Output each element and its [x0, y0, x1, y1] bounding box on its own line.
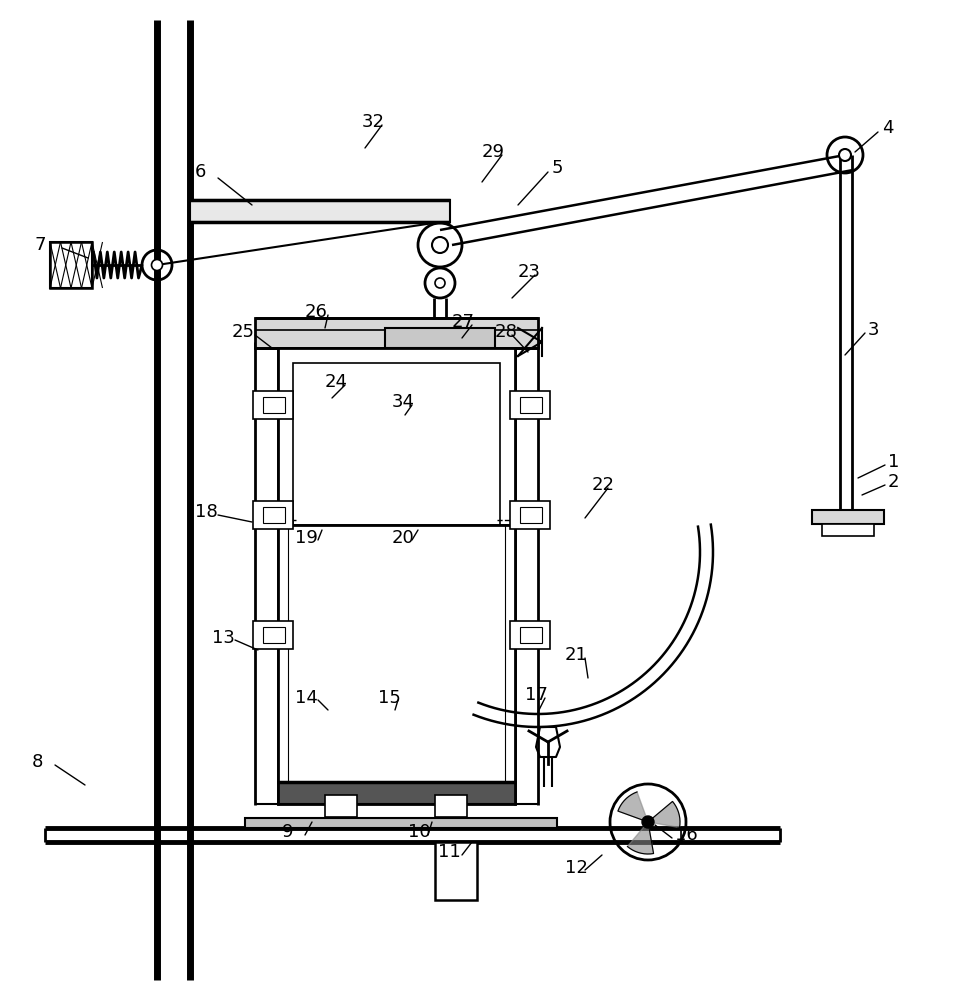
- Bar: [50, 242, 92, 288]
- Circle shape: [642, 816, 654, 828]
- Text: 29: 29: [482, 143, 505, 161]
- Bar: [278, 782, 515, 804]
- Bar: [435, 795, 467, 817]
- Text: 28: 28: [495, 323, 518, 341]
- Text: 9: 9: [282, 823, 294, 841]
- Text: 23: 23: [518, 263, 541, 281]
- Bar: [510, 501, 550, 529]
- Text: 14: 14: [295, 689, 318, 707]
- Text: 25: 25: [232, 323, 255, 341]
- Bar: [385, 328, 495, 348]
- Bar: [325, 795, 357, 817]
- Text: 20: 20: [392, 529, 415, 547]
- Bar: [510, 621, 550, 649]
- Circle shape: [839, 149, 851, 161]
- Bar: [520, 627, 542, 643]
- Bar: [435, 842, 477, 900]
- Bar: [253, 501, 293, 529]
- Text: 13: 13: [212, 629, 235, 647]
- Text: 19: 19: [295, 529, 318, 547]
- Bar: [255, 318, 538, 348]
- Polygon shape: [618, 792, 648, 822]
- Text: 7: 7: [35, 236, 46, 254]
- Bar: [253, 621, 293, 649]
- Bar: [190, 200, 450, 222]
- Text: 2: 2: [888, 473, 899, 491]
- Bar: [263, 627, 285, 643]
- Text: 5: 5: [552, 159, 563, 177]
- Bar: [263, 507, 285, 523]
- Circle shape: [432, 237, 448, 253]
- Bar: [245, 818, 557, 828]
- Text: 21: 21: [565, 646, 587, 664]
- Text: 32: 32: [362, 113, 385, 131]
- Bar: [812, 510, 884, 524]
- Text: 26: 26: [305, 303, 327, 321]
- Text: 8: 8: [32, 753, 43, 771]
- Circle shape: [435, 278, 445, 288]
- Text: 34: 34: [392, 393, 415, 411]
- Bar: [278, 348, 515, 525]
- Bar: [263, 397, 285, 413]
- Text: 3: 3: [868, 321, 879, 339]
- Text: 12: 12: [565, 859, 587, 877]
- Bar: [510, 391, 550, 419]
- Polygon shape: [628, 822, 654, 854]
- Text: 11: 11: [438, 843, 460, 861]
- Text: 24: 24: [325, 373, 348, 391]
- Text: 4: 4: [882, 119, 894, 137]
- Bar: [50, 242, 92, 288]
- Text: 15: 15: [378, 689, 401, 707]
- Circle shape: [151, 259, 163, 270]
- Bar: [520, 397, 542, 413]
- Text: 27: 27: [452, 313, 475, 331]
- Text: 10: 10: [408, 823, 430, 841]
- Bar: [293, 363, 500, 525]
- Text: 6: 6: [195, 163, 206, 181]
- Bar: [253, 391, 293, 419]
- Bar: [822, 524, 874, 536]
- Text: 17: 17: [525, 686, 548, 704]
- Text: 1: 1: [888, 453, 899, 471]
- Text: 16: 16: [675, 826, 698, 844]
- Polygon shape: [648, 801, 680, 828]
- Text: 22: 22: [592, 476, 615, 494]
- Text: 18: 18: [195, 503, 218, 521]
- Bar: [278, 525, 515, 782]
- Bar: [520, 507, 542, 523]
